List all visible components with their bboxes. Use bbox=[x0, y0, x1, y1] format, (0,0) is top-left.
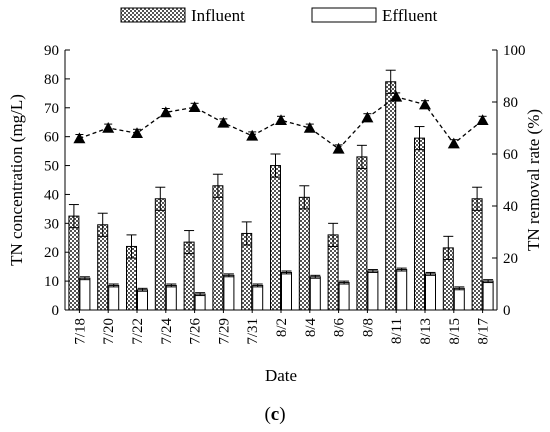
removal-rate-point bbox=[131, 127, 143, 138]
y2-tick-label: 40 bbox=[503, 199, 518, 215]
x-tick-label: 7/20 bbox=[101, 318, 117, 345]
effluent-bar bbox=[223, 274, 235, 311]
removal-rate-point bbox=[275, 114, 287, 125]
panel-caption-letter: c bbox=[271, 404, 279, 425]
influent-bar bbox=[212, 185, 224, 311]
panel-caption: (c) bbox=[264, 404, 285, 425]
y-tick-label: 90 bbox=[44, 43, 59, 59]
influent-bar bbox=[68, 215, 80, 311]
panel-caption-open: ( bbox=[264, 404, 270, 425]
legend-swatch-effluent bbox=[311, 7, 377, 23]
effluent-bar bbox=[79, 277, 91, 311]
influent-bar bbox=[97, 224, 109, 311]
effluent-bar bbox=[137, 289, 148, 311]
effluent-bar bbox=[165, 284, 177, 311]
effluent-bar bbox=[482, 280, 494, 311]
x-tick-label: 7/22 bbox=[130, 318, 146, 345]
y2-tick-label: 20 bbox=[503, 251, 518, 267]
x-axis-ticks: 7/18 7/20 7/22 7/24 7/26 7/29 7/31 8/2 8/4 8/6 8/8… bbox=[72, 310, 492, 345]
legend-swatch-influent bbox=[120, 7, 186, 23]
removal-rate-point bbox=[419, 98, 431, 110]
removal-rate-point bbox=[476, 114, 489, 125]
y-tick-label: 10 bbox=[44, 274, 59, 290]
removal-rate-point bbox=[102, 122, 115, 133]
y-tick-label: 0 bbox=[52, 303, 60, 319]
influent-bar bbox=[414, 137, 425, 311]
effluent-bar bbox=[453, 287, 465, 311]
x-tick-label: 8/8 bbox=[360, 318, 376, 337]
effluent-bar bbox=[367, 270, 379, 311]
influent-bar bbox=[356, 156, 368, 311]
influent-bar bbox=[298, 196, 310, 311]
effluent-bar bbox=[338, 282, 350, 311]
removal-rate-point bbox=[332, 142, 345, 154]
legend-label-effluent: Effluent bbox=[382, 6, 438, 25]
y-tick-label: 50 bbox=[44, 159, 59, 175]
effluent-bar bbox=[281, 271, 292, 311]
x-tick-label: 8/15 bbox=[447, 318, 463, 345]
removal-rate-line bbox=[79, 96, 484, 150]
y2-tick-label: 100 bbox=[503, 43, 526, 59]
removal-rate-series bbox=[73, 90, 489, 154]
x-tick-label: 7/26 bbox=[188, 318, 204, 345]
removal-rate-point bbox=[447, 137, 460, 149]
removal-rate-point bbox=[303, 122, 316, 133]
y-tick-label: 40 bbox=[44, 187, 59, 203]
y-tick-label: 80 bbox=[44, 72, 59, 88]
y-axis-title: TN concentration (mg/L) bbox=[7, 94, 26, 266]
x-tick-label: 7/18 bbox=[72, 318, 88, 345]
x-tick-label: 8/17 bbox=[476, 318, 492, 345]
x-tick-label: 8/13 bbox=[418, 318, 434, 345]
y2-axis-title: TN removal rate (%) bbox=[524, 109, 543, 251]
removal-rate-point bbox=[390, 90, 403, 102]
removal-rate-point bbox=[188, 101, 201, 112]
influent-bar bbox=[471, 198, 483, 311]
removal-rate-point bbox=[246, 129, 259, 141]
effluent-bar bbox=[425, 273, 436, 311]
removal-rate-point bbox=[159, 106, 172, 118]
y-tick-label: 60 bbox=[44, 130, 59, 146]
influent-bar bbox=[270, 165, 281, 311]
x-tick-label: 7/24 bbox=[159, 318, 175, 345]
influent-bar bbox=[385, 81, 397, 311]
x-tick-label: 8/2 bbox=[274, 318, 290, 337]
effluent-bar bbox=[396, 269, 408, 311]
removal-rate-point bbox=[361, 111, 374, 123]
x-tick-label: 8/6 bbox=[332, 318, 348, 338]
effluent-bar bbox=[194, 293, 206, 311]
influent-bar bbox=[154, 198, 166, 311]
left-axis-ticks: 0 10 20 30 40 50 60 70 80 90 bbox=[44, 43, 70, 319]
removal-rate-point bbox=[217, 116, 230, 128]
effluent-bar bbox=[108, 284, 120, 311]
panel-caption-close: ) bbox=[279, 404, 285, 425]
effluent-bar bbox=[309, 276, 321, 311]
y2-tick-label: 60 bbox=[503, 147, 518, 163]
legend-label-influent: Influent bbox=[191, 6, 245, 25]
y-tick-label: 70 bbox=[44, 101, 59, 117]
y-tick-label: 30 bbox=[44, 216, 59, 232]
y2-tick-label: 0 bbox=[503, 303, 511, 319]
right-axis-ticks: 0 20 40 60 80 100 bbox=[492, 43, 526, 319]
x-tick-label: 7/31 bbox=[245, 318, 261, 345]
x-tick-label: 8/4 bbox=[303, 318, 319, 338]
y2-tick-label: 80 bbox=[503, 95, 518, 111]
x-tick-label: 7/29 bbox=[216, 318, 232, 345]
y-tick-label: 20 bbox=[44, 245, 59, 261]
x-axis-title: Date bbox=[265, 366, 297, 385]
effluent-bar bbox=[252, 284, 264, 311]
legend: Influent Effluent bbox=[120, 6, 438, 25]
x-tick-label: 8/11 bbox=[389, 318, 405, 344]
bars bbox=[68, 69, 494, 311]
removal-rate-point bbox=[73, 132, 86, 144]
